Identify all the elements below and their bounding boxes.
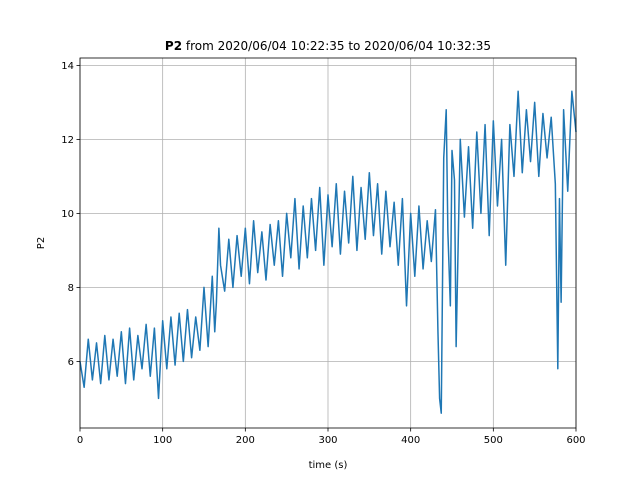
y-tick-label: 6: [68, 357, 74, 368]
x-tick-label: 300: [318, 435, 337, 446]
ticks: 0 100 200 300 400 500 600 6 8 10 12 14: [61, 61, 585, 446]
series-line-0: [79, 90, 577, 414]
gridlines: [79, 58, 577, 428]
y-tick-label: 8: [68, 283, 74, 294]
y-tick-label: 12: [61, 135, 74, 146]
x-tick-label: 0: [77, 435, 83, 446]
chart-title-rest: from 2020/06/04 10:22:35 to 2020/06/04 1…: [182, 39, 491, 53]
y-tick-label: 14: [61, 61, 74, 72]
x-tick-label: 400: [401, 435, 420, 446]
x-tick-label: 500: [484, 435, 503, 446]
chart-title-bold: P2: [165, 39, 182, 53]
x-tick-label: 600: [566, 435, 585, 446]
y-axis-label: P2: [36, 237, 47, 249]
y-tick-label: 10: [61, 209, 74, 220]
x-axis-label: time (s): [309, 460, 348, 471]
x-tick-label: 200: [236, 435, 255, 446]
chart-title: P2 from 2020/06/04 10:22:35 to 2020/06/0…: [165, 39, 491, 53]
x-tick-label: 100: [153, 435, 172, 446]
plot-lines: [79, 90, 577, 414]
